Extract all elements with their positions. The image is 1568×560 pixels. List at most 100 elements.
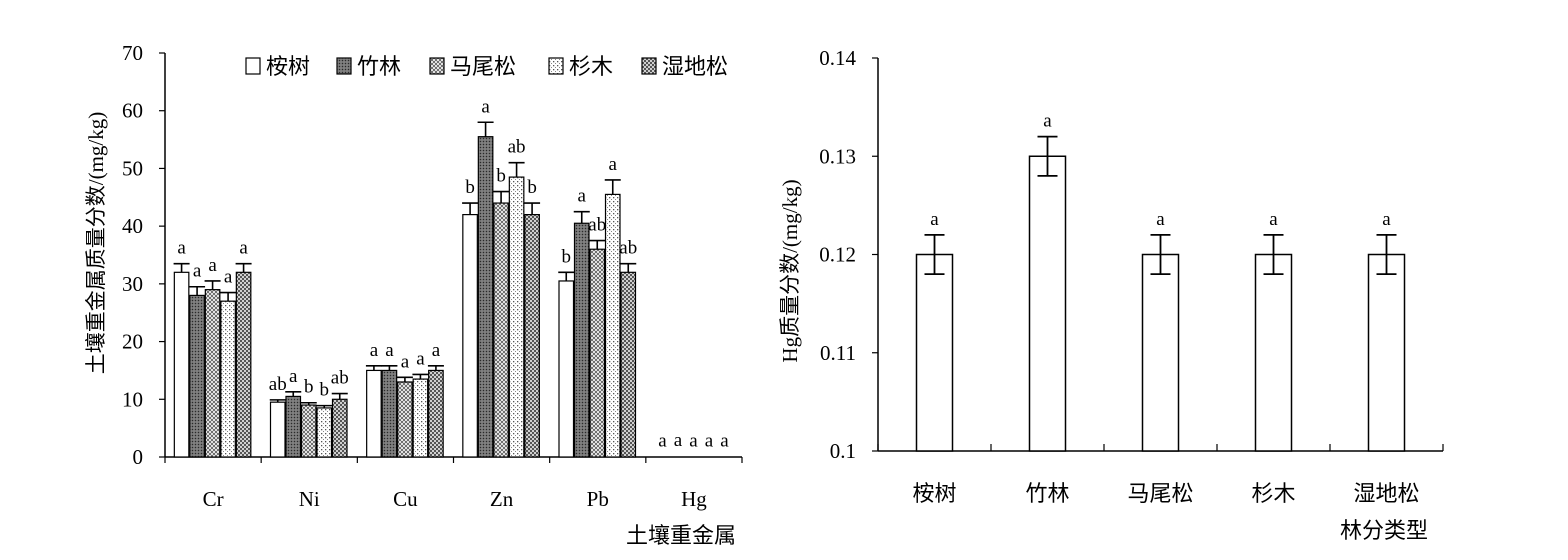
significance-letter: a: [401, 351, 410, 372]
bar: [1141, 253, 1180, 452]
significance-letter: b: [562, 246, 572, 267]
significance-letter: a: [658, 430, 667, 451]
bar: [1367, 253, 1406, 452]
bar: [915, 253, 954, 452]
significance-letter: a: [609, 154, 618, 175]
significance-letter: a: [208, 255, 217, 276]
bar: [524, 214, 540, 458]
left-y-tick-label: 10: [122, 387, 143, 411]
left-y-tick-label: 70: [122, 41, 143, 65]
left-x-tick-label: Hg: [681, 487, 707, 511]
legend-swatch: [245, 57, 261, 75]
left-y-tick-label: 50: [122, 156, 143, 180]
legend-swatch: [429, 57, 445, 75]
bar: [1254, 253, 1293, 452]
right-x-tick-label: 桉树: [912, 481, 956, 506]
significance-letter: b: [465, 177, 475, 198]
bar: [508, 176, 525, 458]
significance-letter: ab: [269, 374, 287, 395]
right-y-tick-label: 0.14: [819, 46, 856, 70]
left-x-tick-label: Cr: [203, 487, 224, 511]
left-x-tick-label: Cu: [393, 487, 418, 511]
left-y-axis-title: 土壤重金属质量分数/(mg/kg): [84, 112, 108, 375]
significance-letter: a: [720, 430, 729, 451]
significance-letter: a: [930, 209, 939, 230]
left-y-tick-label: 60: [122, 99, 143, 123]
significance-letter: a: [416, 348, 425, 369]
right-x-tick-label: 竹林: [1025, 481, 1069, 506]
bar: [269, 401, 286, 458]
bar: [189, 294, 205, 458]
left-x-tick-label: Zn: [490, 487, 514, 511]
right-x-tick-label: 杉木: [1251, 481, 1295, 506]
bar: [316, 407, 333, 458]
significance-letter: a: [689, 430, 698, 451]
bar: [285, 395, 302, 458]
bar: [220, 300, 236, 458]
right-y-axis-title: Hg质量分数/(mg/kg): [778, 179, 802, 362]
significance-letter: a: [193, 261, 202, 282]
left-x-tick-label: Ni: [299, 487, 320, 511]
bar: [235, 271, 252, 458]
significance-letter: ab: [331, 368, 349, 389]
bar: [477, 136, 494, 458]
legend-label: 竹林: [357, 54, 401, 79]
significance-letter: a: [289, 366, 298, 387]
significance-letter: a: [432, 340, 441, 361]
bar: [428, 369, 444, 458]
left-x-tick-label: Pb: [587, 487, 609, 511]
right-x-tick-label: 湿地松: [1353, 481, 1419, 506]
significance-letter: b: [304, 377, 314, 398]
significance-letter: a: [674, 430, 683, 451]
significance-letter: b: [320, 380, 330, 401]
bar: [604, 193, 621, 458]
legend-label: 湿地松: [662, 54, 728, 79]
bar: [1028, 155, 1067, 452]
bar: [173, 271, 190, 458]
bar: [462, 214, 478, 458]
significance-letter: ab: [619, 238, 637, 259]
significance-letter: a: [370, 340, 379, 361]
bar: [573, 222, 590, 458]
left-y-tick-label: 20: [122, 330, 143, 354]
bar: [331, 398, 348, 458]
legend-swatch: [336, 57, 352, 75]
significance-letter: a: [705, 430, 714, 451]
significance-letter: a: [578, 186, 587, 207]
legend-swatch: [548, 57, 564, 75]
significance-letter: a: [481, 96, 490, 117]
legend-label: 马尾松: [450, 54, 516, 79]
right-y-tick-label: 0.11: [820, 341, 856, 365]
bar: [381, 369, 398, 458]
legend-swatch: [641, 57, 657, 75]
significance-letter: a: [239, 238, 248, 259]
left-y-tick-label: 40: [122, 214, 143, 238]
left-y-tick-label: 30: [122, 272, 143, 296]
left-y-tick-label: 0: [133, 445, 144, 469]
significance-letter: a: [1043, 111, 1052, 132]
significance-letter: b: [527, 177, 537, 198]
bar: [558, 280, 575, 458]
right-y-tick-label: 0.1: [830, 439, 856, 463]
bar: [366, 369, 382, 458]
bar: [204, 289, 221, 458]
significance-letter: a: [1382, 209, 1391, 230]
bar: [412, 378, 429, 458]
legend-label: 桉树: [266, 54, 310, 79]
left-x-axis-title: 土壤重金属: [626, 523, 736, 548]
right-chart: 0.1 0.11 0.12 0.13 0.14 a 桉树 a 竹林 a 马尾松 a 杉木 a 湿地松林分类型…: [778, 46, 1444, 543]
legend-label: 杉木: [569, 54, 613, 79]
significance-letter: a: [224, 267, 233, 288]
significance-letter: a: [177, 238, 186, 259]
significance-letter: ab: [508, 137, 526, 158]
significance-letter: a: [1156, 209, 1165, 230]
bar: [300, 404, 317, 458]
bar: [397, 381, 413, 458]
significance-letter: ab: [588, 215, 606, 236]
right-y-tick-label: 0.13: [819, 144, 856, 168]
significance-letter: a: [385, 340, 394, 361]
bar: [620, 271, 637, 458]
bar: [589, 248, 606, 458]
